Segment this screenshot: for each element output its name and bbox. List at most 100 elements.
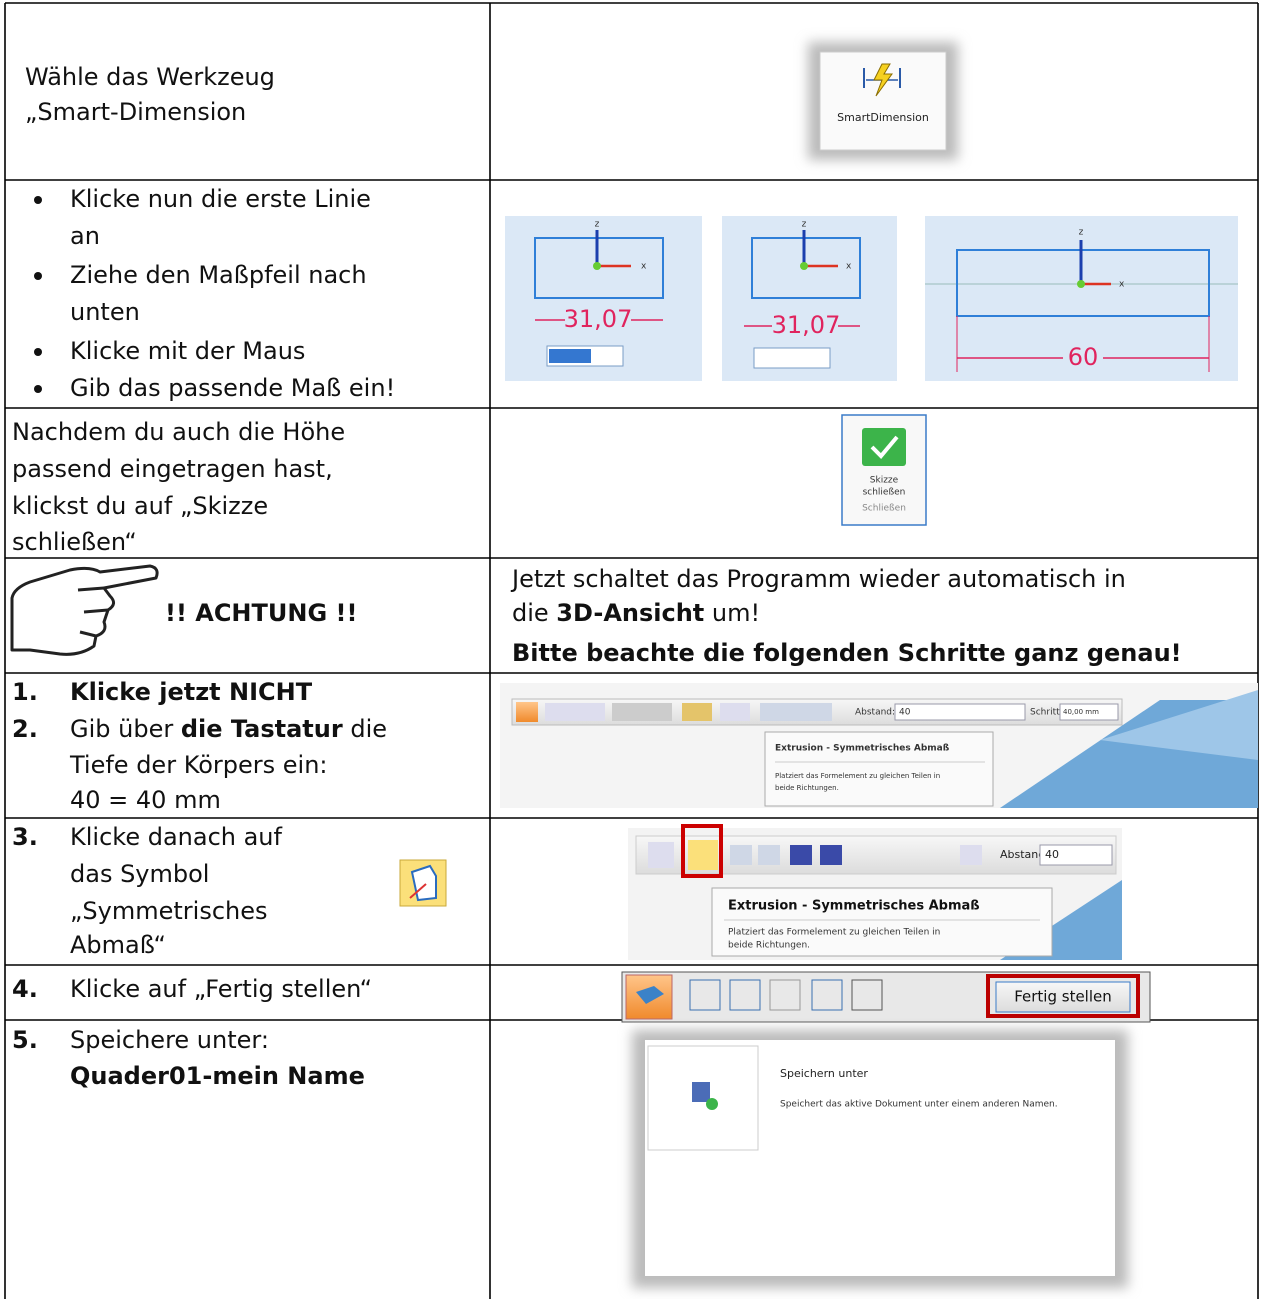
- text: Tiefe der Körpers ein:: [69, 751, 328, 779]
- shape: [753, 347, 831, 369]
- shape: [729, 979, 761, 1011]
- text: Extrusion - Symmetrisches Abmaß: [728, 899, 980, 914]
- symmetric-screenshot: Abstand: 40 Extrusion - Symmetrisches Ab…: [628, 824, 1122, 960]
- shape: [769, 979, 801, 1011]
- text: 5.: [12, 1026, 38, 1054]
- text: unten: [70, 298, 140, 326]
- shape: [758, 845, 780, 865]
- text: 40 = 40 mm: [70, 786, 221, 814]
- text: Abstand:: [1000, 848, 1049, 861]
- text: das Symbol: [70, 860, 209, 888]
- text: Abstand:: [855, 708, 895, 718]
- text: Speichern unter: [780, 1067, 868, 1080]
- text: x: [1119, 280, 1125, 290]
- sketch-3: z x 60: [925, 216, 1238, 381]
- shape: [1100, 690, 1258, 760]
- shape: [711, 887, 1053, 957]
- text: klickst du auf „Skizze: [12, 492, 268, 520]
- shape: [409, 883, 427, 899]
- warning: !! ACHTUNG !!: [165, 599, 357, 627]
- shape: [545, 703, 605, 721]
- text: Skizze: [870, 476, 899, 486]
- shape: [549, 349, 591, 363]
- text: 40,00 mm: [1063, 708, 1099, 716]
- shape: Gib über die Tastatur die: [70, 715, 387, 743]
- shape: [34, 348, 42, 356]
- text: Platziert das Formelement zu gleichen Te…: [775, 772, 940, 780]
- shape: [1059, 703, 1119, 721]
- shape: [612, 703, 672, 721]
- shape: [720, 703, 750, 721]
- shape: [688, 840, 718, 870]
- shape: [10, 564, 159, 656]
- hand-icon: [10, 564, 159, 656]
- shape: [636, 986, 664, 1004]
- shape: [77, 586, 109, 638]
- emphasis: Bitte beachte die folgenden Schritte gan…: [512, 639, 1182, 667]
- shape: [764, 731, 994, 807]
- text: Speichere unter:: [70, 1026, 269, 1054]
- shape: [706, 1098, 718, 1110]
- text: 31,07: [564, 305, 633, 333]
- text: passend eingetragen hast,: [12, 455, 333, 483]
- instruction: „Smart-Dimension: [25, 98, 246, 126]
- text: x: [641, 262, 647, 272]
- shape: [34, 196, 42, 204]
- text: Quader01-mein Name: [70, 1062, 365, 1090]
- text: 40: [1045, 848, 1059, 861]
- table-grid: [4, 2, 1259, 1299]
- shape: [851, 979, 883, 1011]
- symmetric-icon: [399, 859, 447, 907]
- text: z: [1079, 228, 1084, 238]
- text: z: [802, 220, 807, 230]
- sketch-2: z x 31,07: [722, 216, 897, 381]
- text: an: [70, 222, 100, 250]
- text: beide Richtungen.: [775, 784, 839, 792]
- text: beide Richtungen.: [728, 941, 810, 951]
- shape: [1039, 844, 1113, 866]
- text: Gib über: [70, 715, 181, 743]
- text: Schritt:: [1030, 708, 1063, 718]
- text: Ziehe den Maßpfeil nach: [70, 261, 367, 289]
- text: 3D-Ansicht: [556, 599, 704, 627]
- shape: [800, 262, 808, 270]
- text: schließen“: [12, 528, 137, 556]
- shape: [730, 845, 752, 865]
- text: Abmaß“: [70, 931, 166, 959]
- shape: [516, 702, 538, 722]
- text: schließen: [863, 488, 906, 498]
- text: Nachdem du auch die Höhe: [12, 418, 345, 446]
- text: Platziert das Formelement zu gleichen Te…: [728, 928, 940, 938]
- shape: [534, 237, 664, 299]
- text: um!: [704, 599, 760, 627]
- shape: [681, 824, 723, 878]
- shape: [689, 979, 721, 1011]
- note: die 3D-Ansicht um!: [512, 599, 760, 627]
- shape: [956, 249, 1210, 317]
- text: Schließen: [862, 504, 906, 514]
- shape: [34, 272, 42, 280]
- finish-screenshot: Fertig stellen: [621, 971, 1151, 1023]
- text: die: [343, 715, 387, 743]
- shape: [811, 979, 843, 1011]
- text: die: [512, 599, 556, 627]
- shape: [593, 262, 601, 270]
- text: die Tastatur: [181, 715, 343, 743]
- shape: [870, 435, 899, 459]
- button-label: Fertig stellen: [1014, 988, 1112, 1006]
- text: x: [846, 262, 852, 272]
- shape: [760, 703, 832, 721]
- shape: [894, 703, 1026, 721]
- extrusion-screenshot: Abstand: 40 Schritt: 40,00 mm Extrusion …: [500, 683, 1258, 808]
- text: Klicke danach auf: [70, 823, 283, 851]
- shape: [751, 237, 861, 299]
- shape: [772, 313, 838, 339]
- text: Speichert das aktive Dokument unter eine…: [780, 1100, 1058, 1110]
- shape: [1077, 280, 1085, 288]
- instruction: Wähle das Werkzeug: [25, 63, 275, 91]
- text: Gib das passende Maß ein!: [70, 374, 395, 402]
- shape: [648, 842, 674, 868]
- shape: [960, 845, 982, 865]
